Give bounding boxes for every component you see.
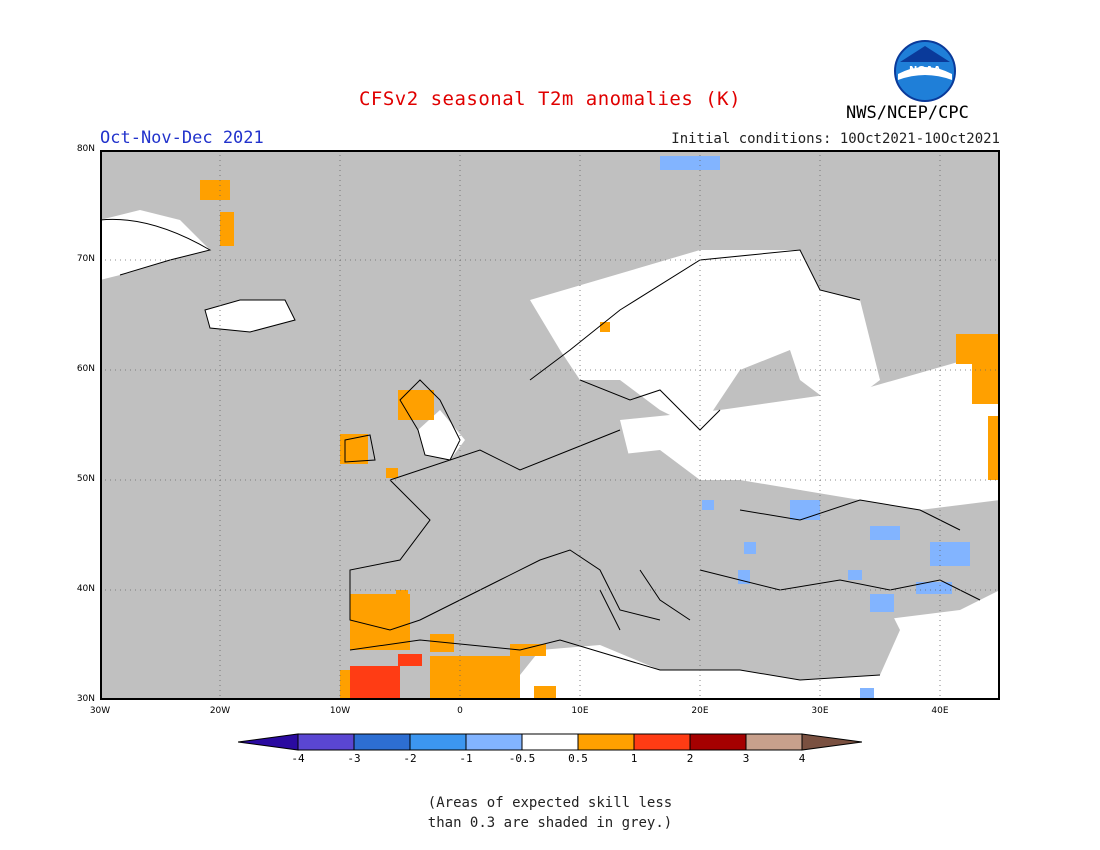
chart-title: CFSv2 seasonal T2m anomalies (K) [358,88,742,110]
colorbar-cell [353,733,411,751]
lat-label: 70N [76,254,95,264]
lon-label: 20W [209,706,231,716]
logo-text: NOAA [909,65,941,76]
colorbar-arrow-left [238,733,299,751]
lat-label: 60N [76,364,95,374]
colorbar-label: 4 [798,752,806,765]
colorbar-label: 0.5 [568,752,588,765]
lat-label: 30N [76,694,95,704]
colorbar-cell [745,733,803,751]
skill-note-line: (Areas of expected skill less [427,795,673,811]
colorbar-label: 2 [686,752,694,765]
lat-label: 50N [76,474,95,484]
lat-label: 80N [76,144,95,154]
lon-label: 10W [329,706,351,716]
initial-conditions: Initial conditions: 10Oct2021-10Oct2021 [671,131,1000,147]
colorbar-label: -2 [403,752,417,765]
colorbar-cell [409,733,467,751]
hot-anomaly-cells [350,654,422,700]
skill-note: (Areas of expected skill less than 0.3 a… [0,793,1100,833]
colorbar [238,733,862,751]
colorbar-cell [689,733,747,751]
lon-label: 0 [457,706,463,716]
lon-label: 20E [691,706,709,716]
lon-label: 10E [571,706,589,716]
anomaly-map [100,150,1000,700]
season-label: Oct-Nov-Dec 2021 [100,128,264,148]
lon-label: 30E [811,706,829,716]
warm-anomaly-cells [200,180,1000,700]
agency-label: NWS/NCEP/CPC [846,103,969,123]
colorbar-label: 1 [630,752,638,765]
colorbar-cell [577,733,635,751]
colorbar-label: -4 [291,752,305,765]
colorbar-label: -1 [459,752,473,765]
coastlines [100,218,981,681]
lat-label: 40N [76,584,95,594]
grid-lines [100,150,1000,700]
skill-note-line: than 0.3 are shaded in grey.) [427,815,673,831]
lon-label: 30W [89,706,111,716]
colorbar-label: 3 [742,752,750,765]
colorbar-cell [521,733,579,751]
colorbar-cell [297,733,355,751]
colorbar-label: -3 [347,752,361,765]
colorbar-label: -0.5 [508,752,536,765]
map-frame [100,150,1000,700]
lon-label: 40E [931,706,949,716]
noaa-logo-icon: NOAA [894,40,956,102]
colorbar-cell [465,733,523,751]
colorbar-cell [633,733,691,751]
colorbar-arrow-right [801,733,862,751]
cool-anomaly-cells [660,156,970,700]
